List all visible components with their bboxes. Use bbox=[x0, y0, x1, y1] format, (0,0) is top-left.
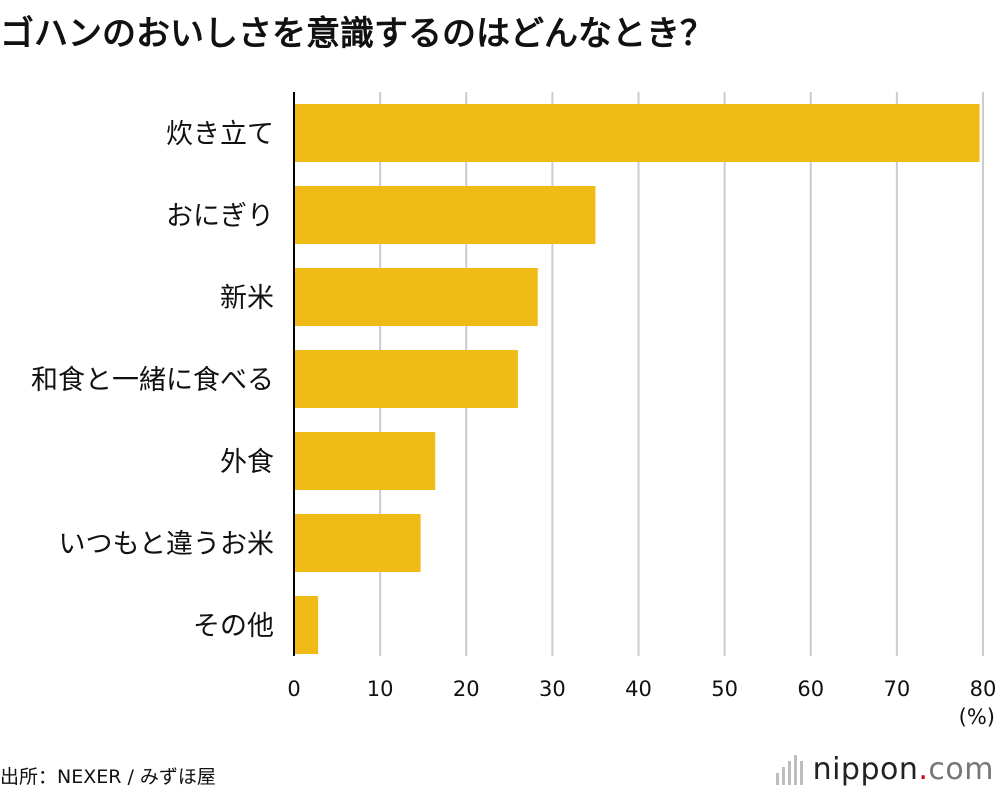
x-tick-label: 70 bbox=[884, 677, 911, 701]
category-label: 炊き立て bbox=[166, 119, 274, 150]
x-tick-label: 40 bbox=[625, 677, 652, 701]
x-tick-label: 60 bbox=[797, 677, 824, 701]
x-tick-label: 50 bbox=[711, 677, 738, 701]
x-tick-labels: 0 10 20 30 40 50 60 70 80 bbox=[287, 677, 996, 701]
logo-dot: . bbox=[918, 752, 929, 787]
chart-title: ゴハンのおいしさを意識するのはどんなとき？ bbox=[0, 14, 714, 54]
logo-name: nippon bbox=[812, 752, 919, 787]
x-tick-label: 30 bbox=[539, 677, 566, 701]
bar bbox=[294, 104, 980, 162]
bar bbox=[294, 268, 538, 326]
category-label: 新米 bbox=[220, 283, 274, 314]
category-label: 外食 bbox=[220, 447, 274, 478]
logo-mark-icon bbox=[775, 754, 803, 785]
logo-text: nippon.com bbox=[813, 752, 994, 787]
bar bbox=[294, 514, 421, 572]
bar bbox=[294, 186, 596, 244]
category-label: 和食と一緒に食べる bbox=[31, 365, 274, 396]
x-tick-label: 80 bbox=[970, 677, 997, 701]
category-label: おにぎり bbox=[166, 201, 274, 232]
category-label: その他 bbox=[193, 611, 274, 642]
x-tick-label: 10 bbox=[367, 677, 394, 701]
category-label: いつもと違うお米 bbox=[59, 529, 274, 560]
bar bbox=[294, 596, 319, 654]
logo-tld: com bbox=[928, 752, 994, 787]
x-tick-label: 0 bbox=[287, 677, 300, 701]
bars bbox=[294, 104, 980, 654]
x-unit-label: (%) bbox=[959, 705, 995, 729]
bar bbox=[294, 432, 436, 490]
x-tick-label: 20 bbox=[453, 677, 480, 701]
bar bbox=[294, 350, 518, 408]
source-note: 出所：NEXER / みずほ屋 bbox=[0, 766, 216, 788]
nippon-logo: nippon.com bbox=[775, 752, 994, 787]
